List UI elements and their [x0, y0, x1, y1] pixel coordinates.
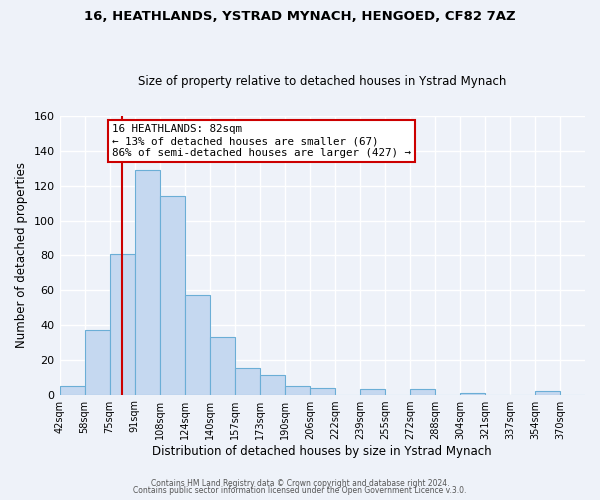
Text: 16 HEATHLANDS: 82sqm
← 13% of detached houses are smaller (67)
86% of semi-detac: 16 HEATHLANDS: 82sqm ← 13% of detached h…: [112, 124, 411, 158]
Bar: [310, 388, 335, 394]
Title: Size of property relative to detached houses in Ystrad Mynach: Size of property relative to detached ho…: [138, 76, 506, 88]
Bar: [285, 386, 310, 394]
Bar: [535, 391, 560, 394]
Bar: [460, 393, 485, 394]
X-axis label: Distribution of detached houses by size in Ystrad Mynach: Distribution of detached houses by size …: [152, 444, 492, 458]
Text: Contains public sector information licensed under the Open Government Licence v.: Contains public sector information licen…: [133, 486, 467, 495]
Bar: [134, 170, 160, 394]
Bar: [160, 196, 185, 394]
Bar: [59, 386, 85, 394]
Bar: [85, 330, 110, 394]
Bar: [185, 296, 209, 394]
Text: 16, HEATHLANDS, YSTRAD MYNACH, HENGOED, CF82 7AZ: 16, HEATHLANDS, YSTRAD MYNACH, HENGOED, …: [84, 10, 516, 23]
Bar: [360, 390, 385, 394]
Bar: [410, 390, 435, 394]
Bar: [110, 254, 134, 394]
Text: Contains HM Land Registry data © Crown copyright and database right 2024.: Contains HM Land Registry data © Crown c…: [151, 478, 449, 488]
Bar: [209, 337, 235, 394]
Y-axis label: Number of detached properties: Number of detached properties: [15, 162, 28, 348]
Bar: [260, 376, 285, 394]
Bar: [235, 368, 260, 394]
